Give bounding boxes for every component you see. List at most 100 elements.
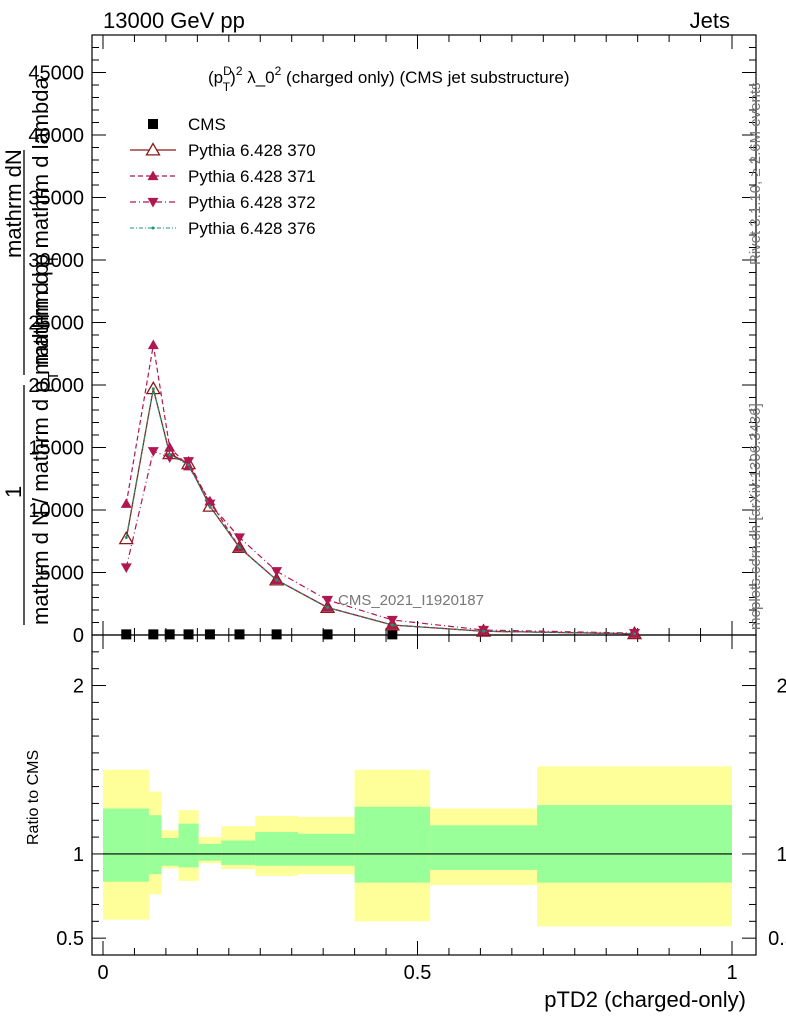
data-point-triangle-open	[319, 599, 336, 614]
data-point-dot	[168, 453, 172, 457]
legend-marker-square	[148, 119, 158, 129]
legend-item: Pythia 6.428 370	[130, 141, 316, 160]
data-point-dot	[390, 623, 394, 627]
data-point-dot	[124, 536, 128, 539]
rivet-version-label: Rivet 3.1.10, ≥ 2.6M events	[747, 83, 764, 266]
y-tick-label: 40000	[28, 125, 84, 147]
data-point-triangle-down	[386, 615, 398, 626]
y-tick-label: 45000	[28, 63, 84, 85]
data-point-triangle-up	[120, 498, 132, 508]
data-point-square	[322, 629, 333, 640]
data-point-triangle-open	[231, 539, 248, 554]
data-point-triangle-down	[147, 447, 159, 457]
data-point-square	[183, 629, 194, 640]
legend-item: CMS	[148, 115, 226, 134]
header-right-label: Jets	[690, 8, 730, 33]
ratio-band-inner	[161, 837, 179, 866]
series-pythia-6-428-376	[124, 387, 637, 636]
series-pythia-6-428-372	[120, 447, 641, 639]
data-point-dot	[482, 629, 486, 633]
data-point-square	[148, 629, 159, 640]
data-point-triangle-open	[145, 380, 161, 395]
data-point-square	[164, 629, 175, 640]
analysis-label: CMS_2021_I1920187	[338, 592, 484, 609]
data-point-triangle-down	[120, 563, 132, 573]
legend-item: Pythia 6.428 376	[130, 219, 316, 238]
ratio-band-inner	[103, 808, 149, 882]
data-point-triangle-down	[183, 457, 195, 467]
x-tick-label: 0.5	[404, 962, 432, 984]
data-point-triangle-open	[268, 572, 285, 586]
header-left-label: 13000 GeV pp	[103, 8, 245, 33]
data-point-dot	[275, 578, 279, 582]
data-point-square	[121, 629, 132, 640]
ratio-band-inner	[198, 843, 222, 861]
svg-text:mathrm dN: mathrm dN	[1, 149, 26, 258]
data-point-triangle-down	[164, 453, 176, 463]
legend-label: Pythia 6.428 370	[188, 141, 316, 160]
data-point-dot	[187, 463, 191, 467]
ratio-y-tick-label-right: 2	[776, 676, 786, 698]
legend-label: Pythia 6.428 376	[188, 219, 316, 238]
y-tick-label: 5000	[40, 563, 85, 585]
y-tick-label: 20000	[28, 375, 84, 397]
data-point-dot	[633, 632, 637, 636]
ratio-band-inner	[178, 823, 199, 868]
series-line	[125, 388, 635, 635]
legend-marker-triangle-down	[147, 197, 159, 208]
ratio-band-inner	[354, 806, 431, 883]
main-y-axis-label: mathrm dN mathrm d pT mathrm d lambda 1 …	[1, 77, 62, 625]
data-point-triangle-down	[322, 595, 334, 606]
data-point-triangle-up	[147, 339, 159, 350]
series-cms	[121, 629, 398, 640]
data-point-square	[204, 629, 215, 640]
y-tick-label: 30000	[28, 250, 84, 272]
data-point-square	[387, 629, 398, 640]
y-tick-label: 25000	[28, 313, 84, 335]
data-point-triangle-open	[118, 530, 134, 545]
data-point-square	[271, 629, 282, 640]
data-point-dot	[237, 546, 241, 549]
y-tick-label: 10000	[28, 500, 84, 522]
data-point-square	[234, 629, 245, 640]
y-tick-label: 0	[73, 625, 84, 647]
x-tick-label: 1	[726, 962, 737, 984]
axis-tick-labels: 0 5000 10000 15000 20000 25000 30000 35000 40000…	[28, 63, 786, 985]
y-tick-label: 15000	[28, 438, 84, 460]
legend-label: CMS	[188, 115, 226, 134]
legend-label: Pythia 6.428 371	[188, 167, 316, 186]
ratio-band-inner	[297, 833, 355, 866]
x-tick-label: 0	[97, 962, 108, 984]
data-series	[118, 339, 643, 640]
legend-item: Pythia 6.428 372	[130, 193, 316, 212]
mcplots-label: mcplots.cern.ch [arXiv:1306.3436]	[747, 403, 764, 630]
ratio-y-tick-label-right: 1	[776, 844, 786, 866]
svg-text:mathrm d N / mathrm d pT mathr: mathrm d N / mathrm d pT mathrm d p	[28, 254, 62, 625]
ratio-band-inner	[255, 832, 298, 866]
ratio-y-tick-label: 1	[73, 844, 84, 866]
data-point-triangle-up	[164, 442, 176, 452]
ratio-y-tick-label: 0.5	[56, 928, 84, 950]
data-point-triangle-open	[384, 617, 400, 631]
legend-label: Pythia 6.428 372	[188, 193, 316, 212]
ratio-band-inner	[148, 815, 162, 875]
legend-marker-triangle-open	[145, 142, 161, 156]
ratio-band-inner	[221, 840, 256, 865]
legend-item: Pythia 6.428 371	[130, 167, 316, 186]
x-axis-label: pTD2 (charged-only)	[544, 987, 746, 1012]
axis-ticks	[92, 35, 756, 955]
data-point-dot	[208, 504, 212, 508]
legend-marker-triangle-up	[147, 170, 159, 181]
plot-title: (pD T)2 λ_02 (charged only) (CMS jet subs…	[208, 64, 569, 94]
data-point-dot	[326, 606, 330, 609]
ratio-band-inner	[430, 825, 538, 870]
data-point-dot	[151, 387, 155, 391]
svg-text:mathrm d pT mathrm d lambda: mathrm d pT mathrm d lambda	[28, 77, 62, 375]
ratio-y-tick-label-right: 0.5	[768, 928, 786, 950]
ratio-y-tick-label: 2	[73, 676, 84, 698]
ratio-plot-frame	[91, 634, 757, 956]
svg-text:1: 1	[1, 486, 26, 498]
y-tick-label: 35000	[28, 188, 84, 210]
legend-marker-dot	[151, 226, 155, 230]
